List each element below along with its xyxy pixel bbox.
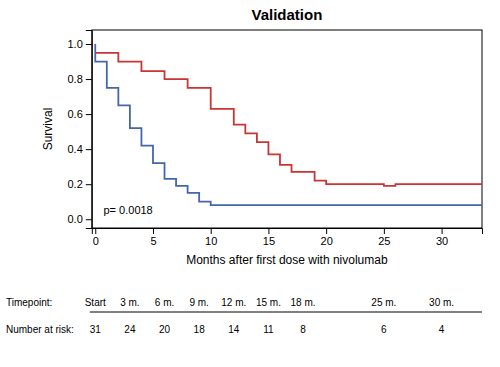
y-tick-label: 0.8: [68, 73, 83, 85]
x-tick-label: 10: [205, 235, 217, 247]
risk-number: 20: [159, 324, 171, 335]
risk-timepoint: 3 m.: [120, 297, 139, 308]
risk-table-rule: [90, 312, 482, 313]
risk-number: 18: [194, 324, 206, 335]
x-tick-mark: [211, 228, 212, 234]
lines: [95, 44, 482, 205]
risk-label-timepoint: Timepoint:: [6, 297, 52, 308]
survival-line: [95, 53, 482, 186]
x-tick: 5: [150, 228, 156, 247]
risk-timepoint: 18 m.: [291, 297, 316, 308]
risk-timepoint: Start: [85, 297, 106, 308]
risk-number: 14: [228, 324, 240, 335]
y-tick-mark: [86, 44, 92, 45]
risk-table: Timepoint: Number at risk: Start 31 3 m. 24 6 …: [6, 297, 482, 335]
x-tick-mark: [95, 228, 96, 234]
risk-label-number: Number at risk:: [6, 324, 74, 335]
x-axis-line: [92, 229, 482, 235]
x-tick-label: 5: [150, 235, 156, 247]
x-tick: 15: [263, 228, 275, 247]
y-tick-mark: [86, 79, 92, 80]
x-tick: 30: [436, 228, 448, 247]
y-tick: 0.4: [68, 143, 92, 155]
chart: Validation 0 5 10 15 20 25 30 0.0 0.2 0.4 0.6 0.8 1.0…: [0, 0, 500, 367]
y-tick: 0.0: [68, 213, 92, 225]
y-tick-mark: [86, 149, 92, 150]
y-tick-label: 0.0: [68, 213, 83, 225]
x-tick-mark: [326, 228, 327, 234]
x-tick-mark: [384, 228, 385, 234]
x-tick-mark: [268, 228, 269, 234]
y-tick-mark: [86, 184, 92, 185]
risk-number: 6: [381, 324, 387, 335]
y-tick: 1.0: [68, 38, 92, 50]
risk-timepoint: 12 m.: [221, 297, 246, 308]
x-axis-label: Months after first dose with nivolumab: [186, 253, 388, 267]
risk-number: 11: [263, 324, 274, 335]
risk-number: 4: [439, 324, 445, 335]
x-axis: 0 5 10 15 20 25 30: [92, 228, 482, 247]
y-tick-label: 1.0: [68, 38, 83, 50]
y-tick: 0.2: [68, 178, 92, 190]
x-tick-mark: [442, 228, 443, 234]
survival-line: [95, 44, 482, 205]
y-tick-label: 0.6: [68, 108, 83, 120]
x-tick-label: 15: [263, 235, 275, 247]
y-tick-label: 0.2: [68, 178, 83, 190]
annotation: p= 0.0018: [104, 204, 153, 216]
risk-timepoint: 30 m.: [429, 297, 454, 308]
x-tick-label: 25: [378, 235, 390, 247]
x-tick-mark: [153, 228, 154, 234]
risk-timepoint: 9 m.: [189, 297, 208, 308]
plot-frame: [92, 30, 482, 228]
risk-timepoint: 6 m.: [155, 297, 174, 308]
risk-timepoint: 15 m.: [256, 297, 281, 308]
risk-timepoint: 25 m.: [371, 297, 396, 308]
x-tick: 10: [205, 228, 217, 247]
x-tick-label: 30: [436, 235, 448, 247]
y-tick: 0.8: [68, 73, 92, 85]
title: Validation: [251, 6, 322, 23]
risk-number: 31: [90, 324, 102, 335]
x-tick-label: 0: [93, 235, 99, 247]
y-axis: 0.0 0.2 0.4 0.6 0.8 1.0: [68, 31, 93, 229]
y-tick-mark: [86, 114, 92, 115]
risk-number: 8: [300, 324, 306, 335]
x-tick: 0: [93, 228, 99, 247]
y-tick-mark: [86, 219, 92, 220]
risk-number: 24: [124, 324, 136, 335]
x-tick: 25: [378, 228, 390, 247]
y-axis-label: Survival: [41, 108, 55, 151]
x-tick: 20: [321, 228, 333, 247]
y-tick: 0.6: [68, 108, 92, 120]
y-tick-label: 0.4: [68, 143, 83, 155]
x-tick-label: 20: [321, 235, 333, 247]
